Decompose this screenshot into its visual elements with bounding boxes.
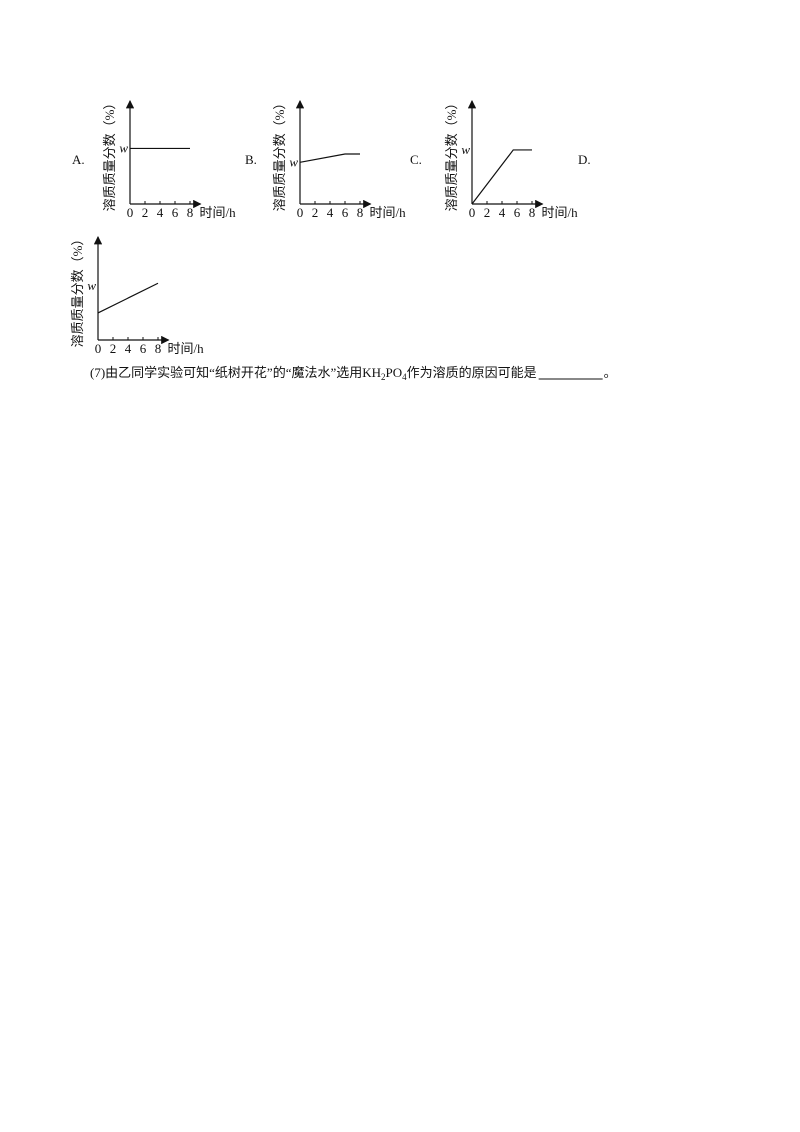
y-axis-label: 溶质质量分数（%）	[70, 233, 85, 348]
data-line	[299, 153, 360, 163]
x-axis-label: 时间/h	[542, 205, 579, 220]
x-tick-label: 6	[514, 205, 521, 220]
x-tick-label: 0	[469, 205, 476, 220]
y-axis-label: 溶质质量分数（%）	[444, 97, 459, 212]
question-text: 作为溶质的原因可能是	[407, 365, 537, 380]
y-axis-label: 溶质质量分数（%）	[272, 97, 287, 212]
x-tick-label: 4	[499, 205, 506, 220]
x-tick-label: 0	[95, 341, 102, 356]
y-tick-label: w	[87, 278, 96, 293]
x-tick-label: 6	[342, 205, 349, 220]
question: (7)由乙同学实验可知“纸树开花”的“魔法水”选用KH2PO4作为溶质的原因可能…	[90, 365, 537, 382]
x-tick-label: 8	[187, 205, 194, 220]
x-tick-label: 2	[142, 205, 149, 220]
question-text: PO	[386, 365, 403, 380]
x-tick-label: 0	[297, 205, 304, 220]
x-tick-label: 4	[327, 205, 334, 220]
data-line	[471, 149, 532, 205]
data-line	[97, 282, 159, 314]
x-tick-label: 4	[125, 341, 132, 356]
y-axis-label: 溶质质量分数（%）	[102, 97, 117, 212]
y-tick-label: w	[461, 142, 470, 157]
y-tick-label: w	[119, 140, 128, 155]
option-label: B.	[245, 152, 257, 167]
question-end: 。	[604, 365, 617, 380]
x-tick-label: 0	[127, 205, 134, 220]
option-label: C.	[410, 152, 422, 167]
option-label: A.	[72, 152, 85, 167]
x-tick-label: 4	[157, 205, 164, 220]
x-tick-label: 8	[155, 341, 162, 356]
subscript: 2	[381, 372, 386, 382]
y-tick-label: w	[289, 154, 298, 169]
option-label: D.	[578, 152, 591, 167]
x-tick-label: 2	[484, 205, 491, 220]
x-tick-label: 6	[140, 341, 147, 356]
question-text: (7)由乙同学实验可知“纸树开花”的“魔法水”选用KH	[90, 365, 381, 380]
subscript: 4	[402, 372, 407, 382]
x-axis-label: 时间/h	[200, 205, 237, 220]
x-tick-label: 8	[357, 205, 364, 220]
x-tick-label: 2	[110, 341, 117, 356]
x-tick-label: 2	[312, 205, 319, 220]
x-tick-label: 6	[172, 205, 179, 220]
x-axis-label: 时间/h	[370, 205, 407, 220]
x-axis-label: 时间/h	[168, 341, 205, 356]
x-tick-label: 8	[529, 205, 536, 220]
